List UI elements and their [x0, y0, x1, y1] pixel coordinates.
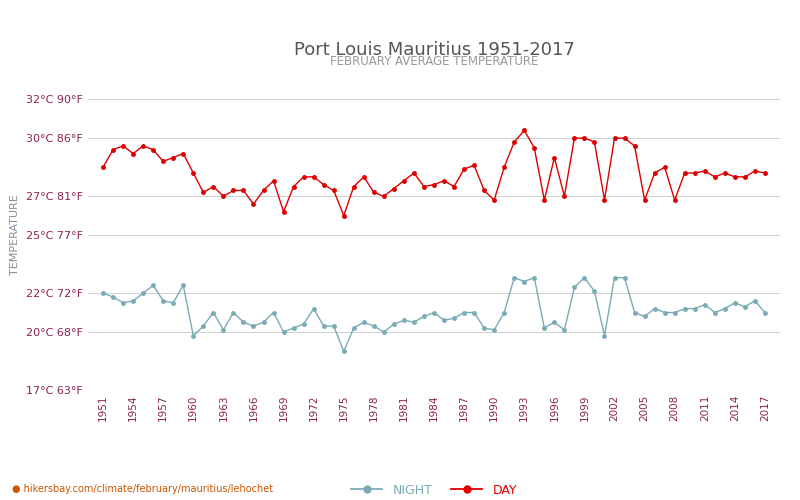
Text: FEBRUARY AVERAGE TEMPERATURE: FEBRUARY AVERAGE TEMPERATURE [330, 54, 538, 68]
Title: Port Louis Mauritius 1951-2017: Port Louis Mauritius 1951-2017 [294, 41, 574, 59]
Legend: NIGHT, DAY: NIGHT, DAY [346, 478, 522, 500]
Text: ● hikersbay.com/climate/february/mauritius/lehochet: ● hikersbay.com/climate/february/mauriti… [12, 484, 273, 494]
Y-axis label: TEMPERATURE: TEMPERATURE [10, 194, 21, 276]
